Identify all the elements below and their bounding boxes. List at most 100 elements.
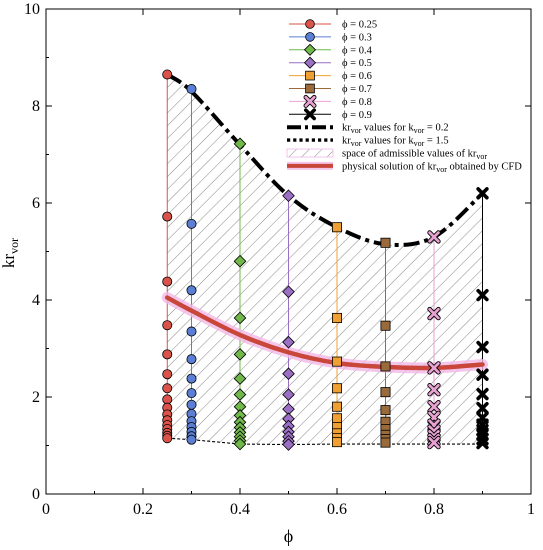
point-s6-0-fill: [428, 231, 440, 243]
legend-label-4: ϕ = 0.6: [342, 71, 372, 82]
point-s1-6: [186, 388, 197, 399]
point-s1-1: [186, 218, 197, 229]
legend-label-part: vor: [351, 139, 362, 148]
point-s1-0: [186, 84, 197, 95]
legend-label-part: kr: [342, 136, 351, 147]
y-axis-label-main: kr: [0, 254, 18, 269]
point-s7-5-fill: [476, 401, 489, 415]
point-s4-1: [331, 312, 342, 323]
point-s4-5: [331, 413, 342, 424]
legend-marker-4: [305, 70, 315, 81]
legend-label-part: values for k: [361, 136, 414, 147]
legend-marker-1: [305, 32, 315, 42]
point-s7-1-fill: [476, 288, 489, 302]
point-s1-2: [186, 285, 197, 296]
line-cfd: [165, 295, 485, 371]
point-s7-4-fill: [476, 387, 489, 401]
point-s7-3: [476, 368, 489, 381]
point-s6-10: [427, 435, 441, 450]
legend-marker-5: [305, 83, 315, 94]
point-s6-2: [427, 361, 441, 375]
legend-label-6: ϕ = 0.8: [342, 97, 372, 108]
legend-label-line-1: krvor values for kvor = 1.5: [342, 136, 449, 149]
legend-label-line-2: space of admissible values of krvor: [342, 149, 487, 162]
legend-marker-7-fill: [304, 108, 316, 121]
y-tick-label-3: 6: [32, 195, 40, 212]
point-s7-11: [476, 436, 489, 450]
point-s2-13: [233, 437, 247, 451]
point-s5-9: [380, 437, 391, 448]
y-tick-label-4: 8: [32, 98, 40, 115]
point-s4-4: [331, 401, 342, 412]
point-s0-0: [162, 69, 173, 80]
point-s1-5: [186, 373, 197, 384]
point-s3-2: [282, 335, 295, 349]
point-s3-3: [282, 367, 295, 381]
point-s6-4-fill: [428, 400, 440, 413]
y-tick-label-1: 2: [32, 389, 40, 406]
point-s3-11: [282, 438, 295, 451]
point-s4-3: [331, 383, 342, 394]
point-s5-1: [380, 320, 391, 331]
point-s7-2-fill: [476, 340, 489, 354]
point-s6-1: [427, 306, 441, 321]
point-s7-5: [476, 401, 489, 415]
y-axis-label-subscript: vor: [7, 238, 21, 254]
point-s3-0: [282, 189, 295, 203]
point-s7-0-fill: [476, 187, 489, 200]
legend-marker-7: [304, 108, 316, 121]
legend-label-5: ϕ = 0.7: [342, 84, 372, 95]
point-s6-4: [427, 400, 441, 414]
legend-label-part: kr: [342, 123, 351, 134]
point-s5-2: [380, 361, 391, 372]
point-s1-3: [186, 326, 197, 337]
point-s4-0: [331, 222, 342, 233]
x-tick-label-1: 0.2: [133, 501, 153, 518]
point-s6-3-fill: [428, 383, 440, 396]
legend-label-1: ϕ = 0.3: [342, 32, 372, 43]
x-tick-label-4: 0.8: [424, 501, 444, 518]
legend-label-part: vor: [476, 152, 487, 161]
legend-marker-6-fill: [304, 95, 316, 107]
x-tick-label-5: 1: [527, 501, 535, 518]
legend-label-part: vor: [414, 139, 425, 148]
point-s5-4: [380, 405, 391, 416]
legend-label-7: ϕ = 0.9: [342, 110, 372, 121]
x-tick-label-0: 0: [42, 501, 50, 518]
point-s5-3: [380, 387, 391, 398]
point-s2-5: [233, 388, 247, 401]
legend-label-part: space of admissible values of kr: [342, 149, 477, 160]
legend-label-line-0: krvor values for kvor = 0.2: [342, 123, 449, 136]
legend-label-part: physical solution of kr: [342, 161, 437, 172]
x-tick-label-2: 0.4: [230, 501, 250, 518]
plot-area: [161, 69, 489, 451]
legend-label-2: ϕ = 0.4: [342, 45, 373, 56]
point-s0-4: [162, 349, 173, 360]
point-s0-5: [162, 369, 173, 380]
legend-label-part: vor: [414, 126, 425, 135]
legend-label-part: vor: [351, 126, 362, 135]
line-kvor-1-5: [167, 437, 483, 446]
point-s0-7: [162, 394, 173, 405]
x-tick-label-3: 0.6: [327, 501, 347, 518]
point-s2-1: [233, 254, 247, 268]
legend-label-3: ϕ = 0.5: [342, 58, 372, 69]
legend-marker-2: [303, 43, 317, 56]
point-s1-7: [186, 399, 197, 410]
point-s6-3: [427, 383, 441, 397]
legend-marker-0: [305, 19, 315, 29]
point-s2-2: [233, 311, 247, 325]
legend-label-part: = 0.2: [424, 123, 448, 134]
point-s0-3: [162, 320, 173, 331]
legend-label-part: values for k: [361, 123, 414, 134]
point-s7-4: [476, 387, 489, 401]
x-axis-label: ϕ: [284, 526, 293, 546]
point-s1-13: [186, 434, 197, 445]
point-s2-3: [233, 348, 247, 361]
point-s2-4: [233, 372, 247, 385]
point-s1-4: [186, 354, 197, 365]
point-s7-3-fill: [476, 368, 489, 381]
legend-label-part: vor: [436, 165, 447, 174]
point-s4-2: [331, 356, 342, 367]
